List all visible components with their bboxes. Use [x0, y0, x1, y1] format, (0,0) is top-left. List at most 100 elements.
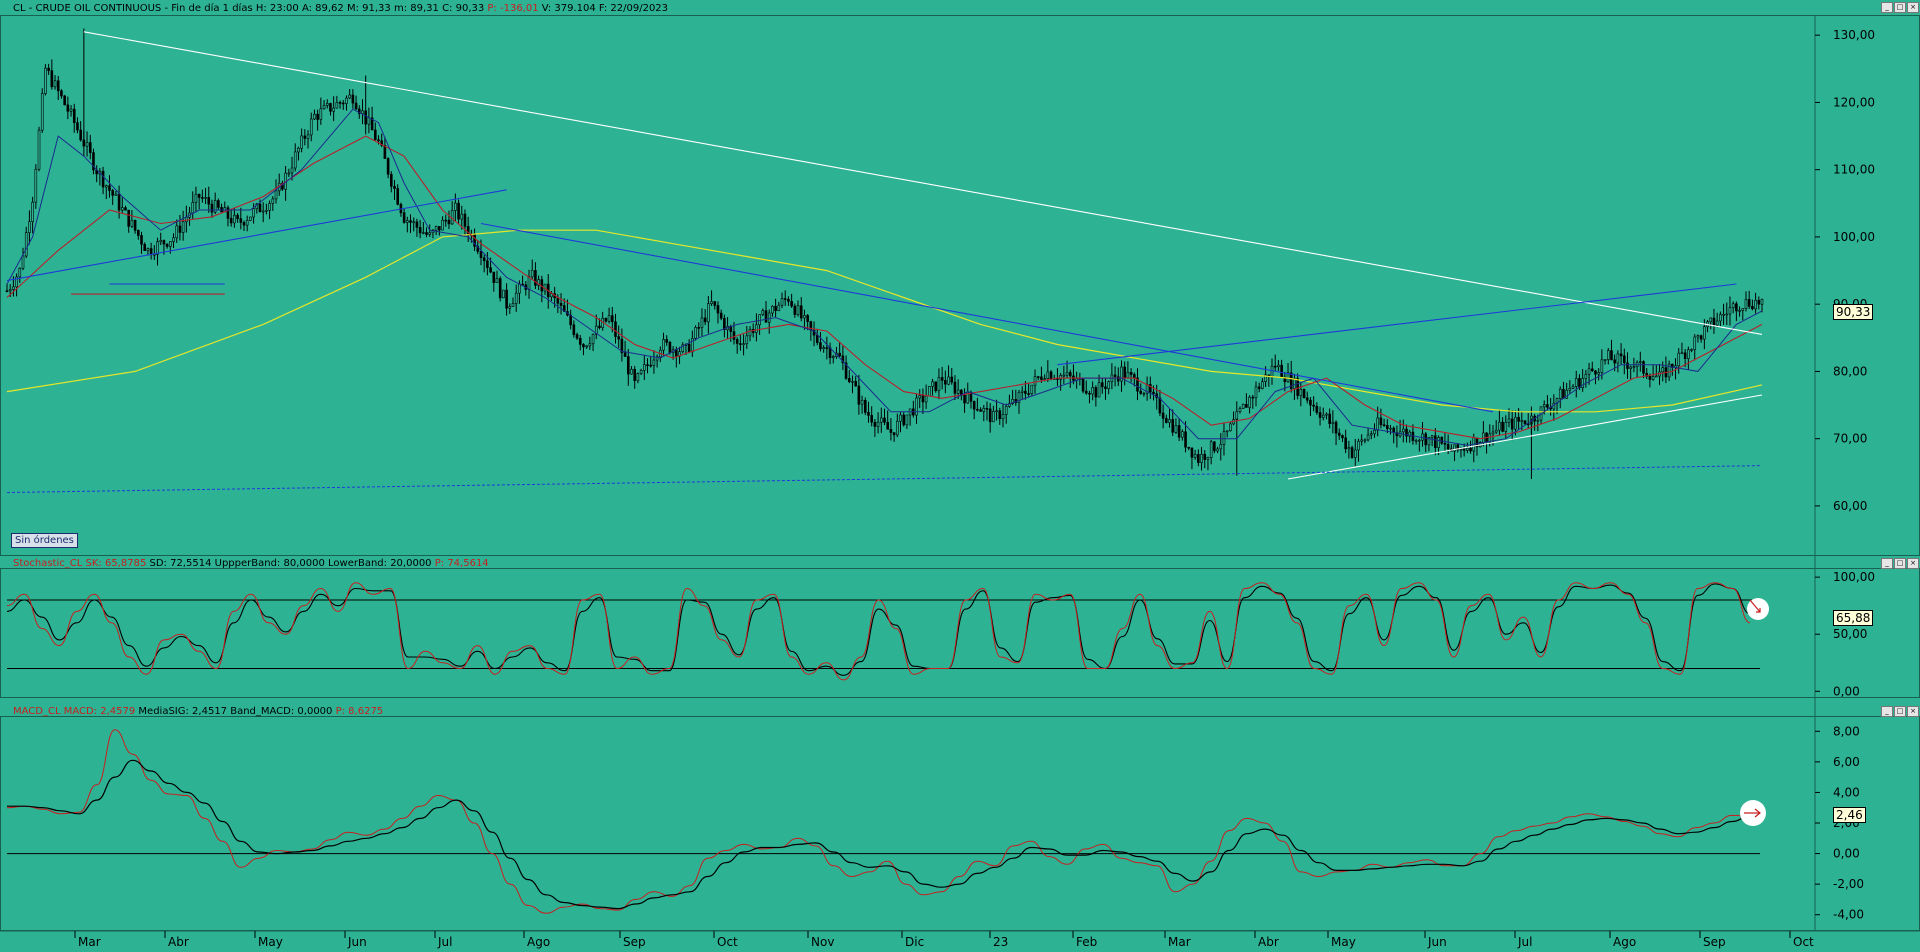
candle-body — [1309, 399, 1312, 406]
xtick-label-8: Nov — [811, 935, 834, 949]
header-field-2: SD: 72,5514 — [149, 558, 214, 569]
stochastic-close-button[interactable]: × — [1907, 558, 1919, 569]
price-maximize-button[interactable]: □ — [1894, 2, 1906, 13]
candle-body — [1341, 435, 1344, 439]
candle-body — [1491, 431, 1495, 435]
xtick-label-11: Feb — [1076, 935, 1097, 949]
candle-body — [505, 289, 508, 309]
candle-body — [851, 381, 854, 383]
candle-body — [633, 369, 637, 381]
candle-body — [719, 312, 723, 319]
header-field-5: P: 74,5614 — [435, 558, 489, 569]
header-field-3: m: 89,31 — [394, 3, 442, 14]
candle-body — [101, 170, 105, 188]
candle-body — [213, 200, 217, 213]
candle-body — [348, 94, 351, 99]
stochastic-panel-header: Stochastic_CL SK: 65,8785 SD: 72,5514 Up… — [13, 558, 489, 569]
candle-body — [559, 302, 563, 306]
candle-body — [236, 214, 239, 219]
macd-arrow-icon — [1744, 808, 1761, 818]
candle-body — [1040, 376, 1043, 380]
candle-body — [998, 410, 1002, 420]
candle-body — [511, 303, 515, 307]
candle-body — [854, 381, 857, 387]
candle-body — [479, 251, 483, 259]
xtick-label-18: Sep — [1703, 935, 1726, 949]
candle-body — [748, 328, 752, 337]
candle-body — [329, 103, 332, 112]
candle-body — [271, 198, 275, 204]
candle-body — [976, 408, 979, 411]
candle-body — [1113, 374, 1117, 378]
candle-body — [924, 395, 928, 403]
header-field-3: Band_MACD: 0,0000 — [230, 706, 335, 717]
stochastic-ytick-label-0: 0,00 — [1833, 684, 1860, 698]
candle-body — [1001, 414, 1005, 420]
candle-body — [870, 415, 873, 423]
price-minimize-button[interactable]: _ — [1881, 2, 1893, 13]
stochastic-arrow-icon — [1749, 599, 1761, 613]
trendline-4 — [1057, 283, 1737, 366]
candle-body — [201, 197, 204, 199]
candle-body — [1254, 386, 1258, 398]
price-close-button[interactable]: × — [1907, 2, 1919, 13]
candle-body — [1741, 308, 1745, 311]
xtick-label-6: Sep — [623, 935, 646, 949]
candle-body — [518, 283, 521, 294]
candle-body — [931, 381, 934, 387]
macd-minimize-button[interactable]: _ — [1881, 706, 1893, 717]
candle-body — [172, 237, 175, 242]
candle-body — [146, 248, 150, 252]
header-field-6: V: 379.104 — [542, 3, 599, 14]
macd-close-button[interactable]: × — [1907, 706, 1919, 717]
candle-body — [502, 289, 505, 299]
candle-body — [1536, 419, 1540, 422]
candle-body — [764, 310, 768, 323]
candle-body — [963, 394, 966, 404]
candle-body — [732, 331, 736, 340]
candle-body — [1043, 378, 1046, 380]
macd-maximize-button[interactable]: □ — [1894, 706, 1906, 717]
candle-body — [140, 235, 143, 245]
price-ytick-label-1: 70,00 — [1833, 432, 1867, 446]
price-last-tag: 90,33 — [1833, 304, 1874, 320]
candle-body — [1350, 447, 1354, 458]
stochastic-minimize-button[interactable]: _ — [1881, 558, 1893, 569]
candle-body — [63, 95, 66, 106]
candle-body — [1382, 424, 1386, 427]
candle-body — [1712, 317, 1716, 326]
candle-body — [783, 298, 787, 300]
candle-body — [780, 298, 784, 306]
candle-body — [229, 218, 233, 224]
orders-button[interactable]: Sin órdenes — [11, 533, 78, 548]
candle-body — [1719, 314, 1722, 322]
price-ytick-label-0: 60,00 — [1833, 499, 1867, 513]
candle-body — [373, 129, 377, 141]
candle-body — [755, 324, 758, 333]
candle-body — [380, 140, 383, 146]
candle-body — [1424, 433, 1428, 446]
candle-body — [1120, 366, 1123, 382]
candle-body — [15, 276, 18, 288]
candle-body — [1149, 384, 1152, 393]
candle-body — [1587, 368, 1591, 375]
candle-body — [1036, 376, 1040, 378]
candle-body — [1667, 363, 1671, 378]
candle-body — [1510, 418, 1514, 430]
stochastic-maximize-button[interactable]: □ — [1894, 558, 1906, 569]
candle-body — [1507, 418, 1511, 423]
candle-body — [793, 305, 797, 315]
trendline-3 — [480, 222, 1494, 413]
candle-body — [652, 359, 656, 366]
xtick-label-2: May — [258, 935, 283, 949]
candle-body — [1639, 361, 1642, 363]
candle-body — [588, 343, 592, 347]
candle-body — [1302, 388, 1306, 399]
candle-body — [556, 297, 560, 304]
candle-body — [1427, 437, 1431, 446]
candle-body — [345, 97, 348, 104]
candle-body — [1379, 417, 1383, 426]
candle-body — [1289, 372, 1293, 389]
candle-body — [1369, 433, 1373, 436]
candle-body — [787, 299, 790, 302]
